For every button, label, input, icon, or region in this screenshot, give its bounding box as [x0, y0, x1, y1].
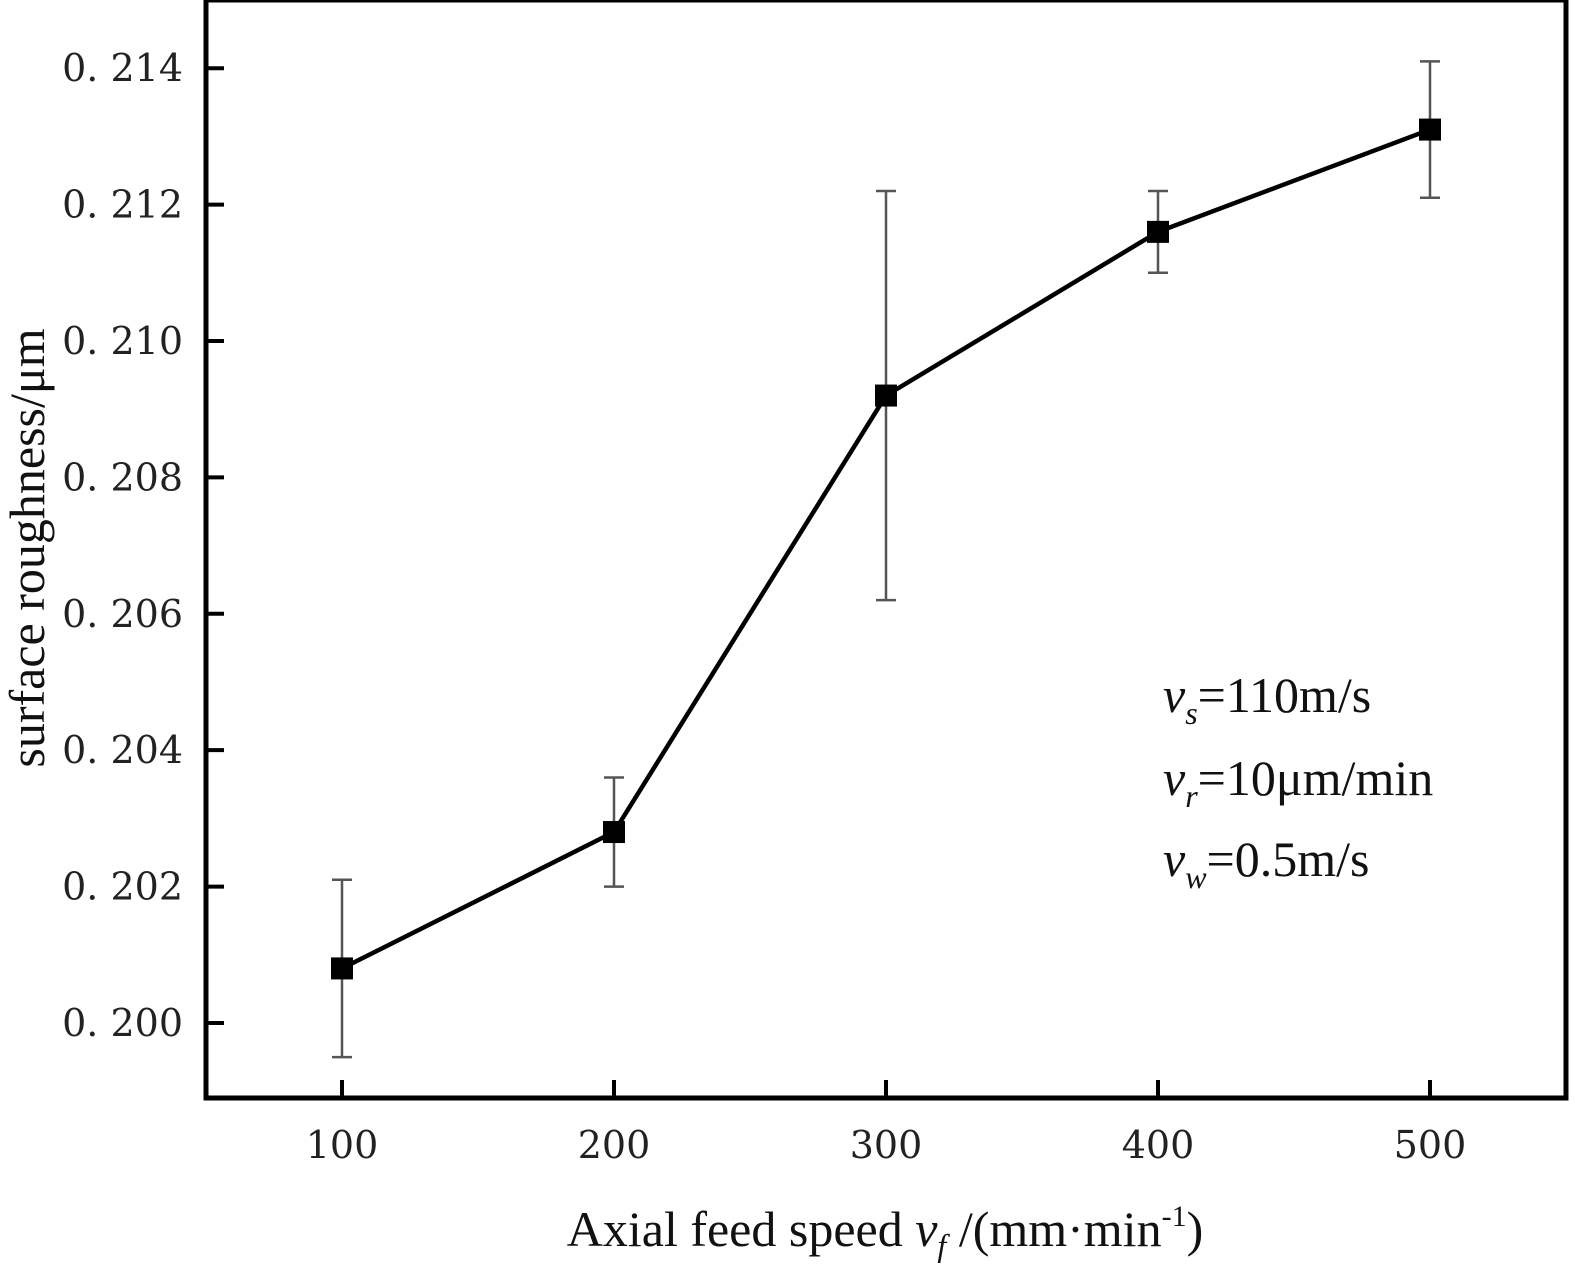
y-tick-label: 0. 214 — [62, 46, 183, 90]
x-axis-title-symbol: v — [915, 1201, 938, 1257]
data-point — [1147, 220, 1169, 243]
markers — [331, 118, 1441, 980]
annotation-vr: vr=10μm/min — [1163, 750, 1433, 814]
y-tick-label: 0. 210 — [62, 319, 183, 363]
y-tick-label: 0. 212 — [62, 183, 183, 227]
y-axis: 0. 200 0. 202 0. 204 0. 206 0. 208 0. 210 0. 2… — [62, 46, 224, 1045]
y-tick-label: 0. 204 — [62, 728, 183, 772]
x-tick-label: 300 — [850, 1123, 923, 1167]
x-axis-title-close: ) — [1187, 1201, 1204, 1257]
error-bars — [332, 60, 1440, 1059]
data-point — [875, 384, 897, 407]
y-tick-label: 0. 208 — [62, 455, 183, 499]
x-axis-title-superscript: -1 — [1162, 1200, 1187, 1233]
x-tick-label: 100 — [306, 1123, 379, 1167]
annotation-vs: vs=110m/s — [1163, 667, 1371, 731]
data-point — [603, 821, 625, 844]
data-point — [1419, 118, 1441, 141]
y-axis-title: surface roughness/μm — [0, 328, 55, 767]
conditions-annotation: vs=110m/s vr=10μm/min vw=0.5m/s — [1163, 667, 1433, 895]
x-tick-label: 200 — [578, 1123, 651, 1167]
x-tick-label: 500 — [1394, 1123, 1467, 1167]
data-point — [331, 957, 353, 980]
x-axis-title: Axial feed speed vf /(mm·min-1) — [567, 1200, 1203, 1263]
x-tick-label: 400 — [1122, 1123, 1195, 1167]
y-tick-label: 0. 206 — [62, 592, 183, 636]
x-axis-title-text: Axial feed speed — [567, 1201, 915, 1257]
annotation-vw: vw=0.5m/s — [1163, 831, 1370, 895]
x-axis: 100 200 300 400 500 — [306, 1080, 1467, 1167]
y-tick-label: 0. 200 — [62, 1001, 183, 1045]
x-axis-title-unit: /(mm·min — [946, 1201, 1161, 1257]
y-tick-label: 0. 202 — [62, 865, 183, 909]
